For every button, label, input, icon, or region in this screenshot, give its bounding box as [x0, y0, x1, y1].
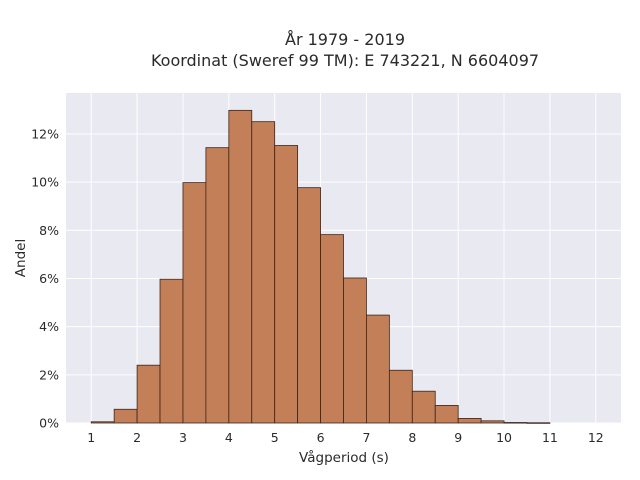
histogram-bar	[136, 364, 161, 424]
x-tick-label: 4	[225, 430, 233, 445]
histogram-bar	[228, 109, 253, 424]
histogram-bar	[297, 187, 321, 424]
histogram-bar	[251, 121, 276, 424]
x-tick-label: 11	[542, 430, 558, 445]
y-tick-label: 12%	[31, 126, 59, 141]
y-tick-label: 8%	[39, 223, 59, 238]
histogram-bar	[503, 422, 528, 424]
x-tick-label: 10	[496, 430, 512, 445]
histogram-bar	[457, 418, 482, 424]
y-tick-label: 10%	[31, 175, 59, 190]
y-ticks: 0% 2% 4% 6% 8% 10% 12%	[31, 126, 59, 430]
histogram-bar	[182, 182, 207, 424]
bars	[90, 109, 551, 424]
y-axis-label: Andel	[13, 239, 29, 277]
y-tick-label: 0%	[39, 416, 59, 431]
histogram-bar	[320, 234, 344, 424]
x-tick-label: 12	[588, 430, 604, 445]
histogram-bar	[411, 390, 436, 424]
y-tick-label: 4%	[39, 319, 59, 334]
chart-subtitle: Koordinat (Sweref 99 TM): E 743221, N 66…	[151, 51, 539, 70]
histogram-bar	[90, 421, 115, 424]
histogram-bar	[480, 420, 505, 424]
x-tick-label: 5	[271, 430, 279, 445]
x-tick-label: 7	[362, 430, 370, 445]
histogram-bar	[274, 145, 299, 424]
histogram-bar	[205, 147, 230, 424]
x-tick-label: 8	[408, 430, 416, 445]
chart-title: År 1979 - 2019	[285, 30, 405, 49]
histogram-bar	[159, 278, 184, 424]
histogram-bar	[343, 277, 367, 424]
x-tick-label: 9	[454, 430, 462, 445]
x-tick-label: 6	[317, 430, 325, 445]
y-tick-label: 2%	[39, 367, 59, 382]
x-tick-label: 3	[179, 430, 187, 445]
histogram-bar	[113, 408, 138, 424]
x-axis-label: Vågperiod (s)	[299, 449, 389, 466]
histogram-bar	[366, 314, 390, 424]
histogram-bar	[388, 369, 413, 424]
x-tick-label: 2	[133, 430, 141, 445]
x-tick-label: 1	[87, 430, 95, 445]
y-tick-label: 6%	[39, 271, 59, 286]
histogram-bar	[434, 405, 459, 424]
histogram-bar	[526, 422, 551, 424]
x-ticks: 1 2 3 4 5 6 7 8 9 10 11 12	[87, 430, 603, 445]
